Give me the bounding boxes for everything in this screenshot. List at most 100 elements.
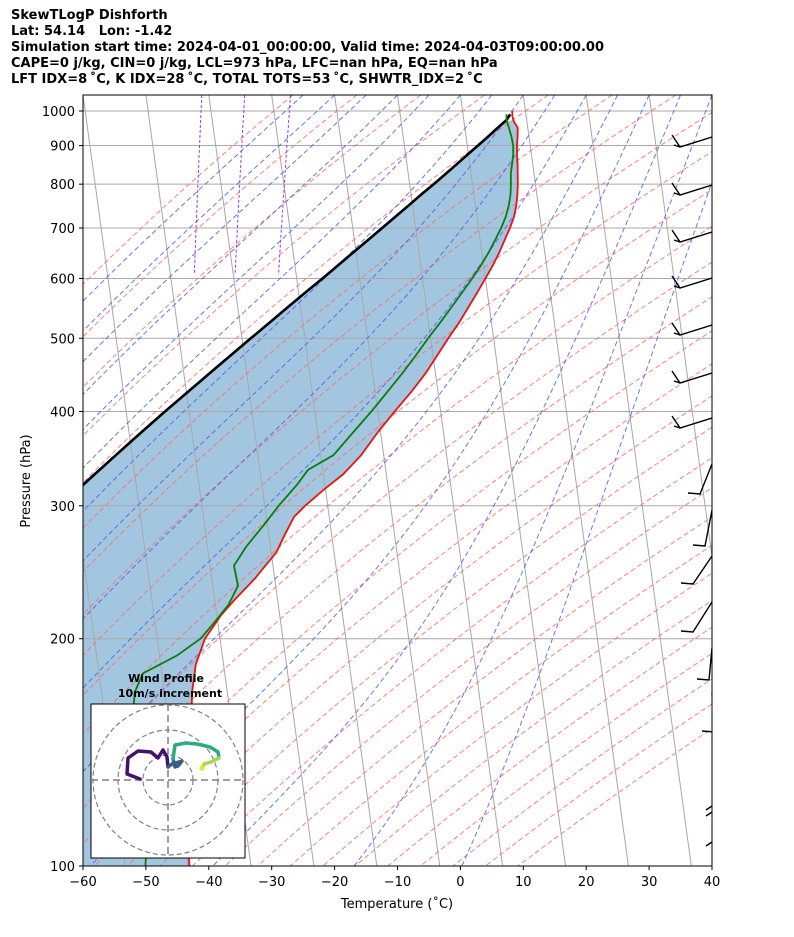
dry-adiabat-line bbox=[83, 95, 677, 573]
wind-barb bbox=[692, 509, 712, 547]
y-tick-label: 200 bbox=[50, 633, 75, 648]
wind-barb bbox=[680, 555, 712, 585]
y-tick-label: 800 bbox=[50, 178, 75, 193]
wind-barb bbox=[705, 740, 712, 811]
mixing-ratio-line bbox=[278, 95, 292, 275]
moist-adiabat-line bbox=[83, 95, 619, 773]
hodograph-segment bbox=[171, 741, 221, 761]
stability-indices-2: LFT IDX=8 ˚C, K IDX=28 ˚C, TOTAL TOTS=53… bbox=[11, 72, 483, 87]
inset-title: Wind Profile bbox=[128, 672, 204, 685]
y-tick-label: 600 bbox=[50, 272, 75, 287]
dry-adiabat-line bbox=[517, 728, 712, 866]
y-tick-label: 1000 bbox=[42, 105, 75, 120]
x-tick-label: −10 bbox=[384, 875, 411, 890]
plot-area bbox=[83, 95, 794, 866]
dry-adiabat-line bbox=[83, 188, 712, 696]
x-tick-label: 30 bbox=[641, 875, 658, 890]
wind-barb bbox=[687, 463, 712, 495]
dry-adiabat-line bbox=[83, 95, 358, 338]
dry-adiabat-line bbox=[127, 395, 712, 866]
dry-adiabat-line bbox=[83, 95, 485, 437]
wind-barb bbox=[696, 647, 712, 681]
isotherm-line bbox=[271, 95, 378, 866]
dry-adiabats bbox=[83, 95, 712, 866]
wind-barb bbox=[671, 415, 712, 429]
isotherm-line bbox=[459, 95, 567, 866]
dry-adiabat-line bbox=[485, 703, 712, 866]
wind-barb bbox=[711, 832, 712, 848]
dry-adiabat-line bbox=[83, 95, 613, 529]
wind-barb bbox=[671, 275, 712, 289]
dry-adiabat-line bbox=[224, 487, 712, 866]
wind-barb bbox=[701, 693, 712, 733]
mixing-ratio-line bbox=[193, 95, 203, 275]
isotherm-line bbox=[775, 95, 794, 866]
hodograph-surface-point bbox=[199, 765, 205, 771]
x-tick-label: 40 bbox=[704, 875, 721, 890]
y-tick-label: 400 bbox=[50, 405, 75, 420]
dry-adiabat-line bbox=[322, 572, 712, 866]
hodograph-segment bbox=[125, 748, 170, 781]
axes: −60 −50 −40 −30 −20 −10 0 10 20 30 40 100 200 300 400 5… bbox=[42, 105, 720, 890]
x-tick-label: −30 bbox=[258, 875, 285, 890]
dry-adiabat-line bbox=[94, 363, 712, 866]
moist-adiabat-line bbox=[83, 95, 524, 562]
wind-barb bbox=[671, 182, 712, 196]
location-text: Lat: 54.14 Lon: -1.42 bbox=[11, 24, 173, 39]
moist-adiabat-line bbox=[461, 180, 712, 866]
moist-adiabat-line bbox=[212, 95, 681, 866]
isotherm-line bbox=[711, 95, 712, 99]
stability-indices: CAPE=0 j/kg, CIN=0 j/kg, LCL=973 hPa, LF… bbox=[11, 56, 498, 71]
wind-barb bbox=[705, 785, 712, 817]
y-tick-label: 500 bbox=[50, 332, 75, 347]
chart-header: SkewTLogP Dishforth Lat: 54.14 Lon: -1.4… bbox=[11, 8, 604, 88]
dry-adiabat-line bbox=[420, 652, 712, 866]
y-axis-label: Pressure (hPa) bbox=[19, 434, 34, 527]
cin-shading bbox=[83, 120, 518, 866]
isotherm-line bbox=[208, 95, 315, 866]
dry-adiabat-line bbox=[289, 544, 712, 866]
x-tick-label: −60 bbox=[69, 875, 96, 890]
x-tick-label: 0 bbox=[456, 875, 464, 890]
wind-barb bbox=[680, 601, 712, 633]
moist-adiabat-line bbox=[353, 95, 712, 866]
wind-barb bbox=[671, 134, 712, 148]
dry-adiabat-line bbox=[83, 225, 712, 735]
dry-adiabat-line bbox=[83, 95, 294, 286]
hodograph-segment bbox=[166, 757, 184, 769]
inset-subtitle: 10m/s increment bbox=[118, 687, 222, 700]
temperature-profile bbox=[184, 111, 519, 866]
mixing-ratio-line bbox=[234, 95, 246, 275]
moist-adiabat-line bbox=[83, 95, 556, 620]
dry-adiabat-line bbox=[192, 457, 712, 866]
x-tick-label: −50 bbox=[132, 875, 159, 890]
wind-barb bbox=[671, 322, 712, 336]
isotherm-line bbox=[585, 95, 692, 866]
x-tick-label: −20 bbox=[321, 875, 348, 890]
dry-adiabat-line bbox=[354, 599, 712, 866]
parcel-path bbox=[83, 113, 512, 487]
dry-adiabat-line bbox=[83, 111, 712, 615]
dry-adiabat-line bbox=[83, 95, 549, 484]
profiles bbox=[83, 111, 519, 866]
x-tick-label: 20 bbox=[578, 875, 595, 890]
wind-barb bbox=[705, 805, 712, 847]
dry-adiabat-line bbox=[452, 678, 712, 866]
moist-adiabat-line bbox=[83, 95, 493, 512]
dry-adiabat-line bbox=[387, 626, 712, 866]
y-tick-label: 300 bbox=[50, 500, 75, 515]
moist-adiabats bbox=[83, 95, 712, 866]
y-tick-label: 700 bbox=[50, 222, 75, 237]
dry-adiabat-line bbox=[257, 516, 712, 866]
wind-barb bbox=[671, 370, 712, 384]
isotherm-line bbox=[334, 95, 441, 866]
mixing-ratio-lines bbox=[193, 95, 292, 275]
wind-barb bbox=[671, 229, 712, 243]
dewpoint-profile bbox=[132, 114, 515, 866]
moist-adiabat-line bbox=[83, 95, 398, 396]
time-text: Simulation start time: 2024-04-01_00:00:… bbox=[11, 40, 604, 55]
wind-profile-inset: Wind Profile 10m/s increment bbox=[90, 672, 246, 859]
x-axis-label: Temperature (˚C) bbox=[340, 896, 453, 912]
isotherm-line bbox=[522, 95, 629, 866]
